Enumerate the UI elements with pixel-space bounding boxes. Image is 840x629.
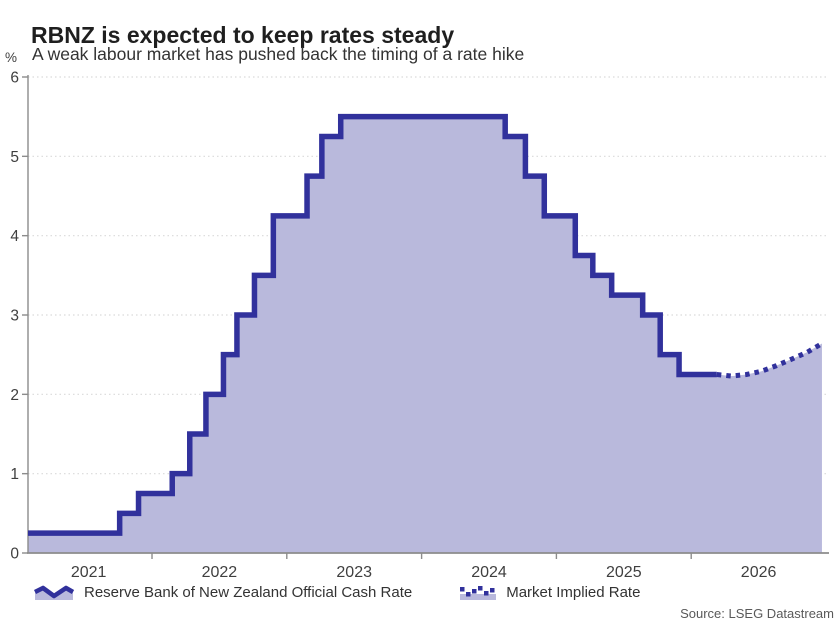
x-tick-label: 2024 [471,564,507,581]
legend-item-market-implied-rate: Market Implied Rate [459,584,640,601]
legend-item-official-cash-rate: Reserve Bank of New Zealand Official Cas… [33,584,412,601]
rate-area-fill [28,116,822,554]
chart-subtitle: A weak labour market has pushed back the… [32,44,525,64]
x-tick-label: 2025 [606,564,642,581]
source-note: Source: LSEG Datastream [680,606,834,621]
dotted-wave-icon [460,586,497,600]
y-tick-label: 0 [10,546,19,563]
official-cash-rate-line [28,113,717,536]
x-tick-label: 2022 [202,564,238,581]
legend-label-official-cash-rate: Reserve Bank of New Zealand Official Cas… [84,584,413,601]
x-tick-label: 2023 [336,564,372,581]
y-tick-label: 5 [10,149,19,166]
legend: Reserve Bank of New Zealand Official Cas… [33,584,640,601]
y-tick-label: 6 [10,70,19,87]
y-tick-label: 3 [10,308,19,325]
chart-title: RBNZ is expected to keep rates steady [31,22,455,49]
y-tick-label: 2 [10,387,19,404]
x-tick-label: 2026 [741,564,777,581]
legend-label-market-implied-rate: Market Implied Rate [506,584,641,601]
y-tick-label: 4 [10,228,19,245]
solid-area-wave-icon [33,585,75,600]
y-axis-unit-label: % [5,50,18,65]
rate-step-chart: 0 1 2 3 4 5 6 2021 2022 2023 2024 2025 2026 [10,70,829,581]
y-tick-label: 1 [10,466,19,483]
x-tick-label: 2021 [71,564,107,581]
